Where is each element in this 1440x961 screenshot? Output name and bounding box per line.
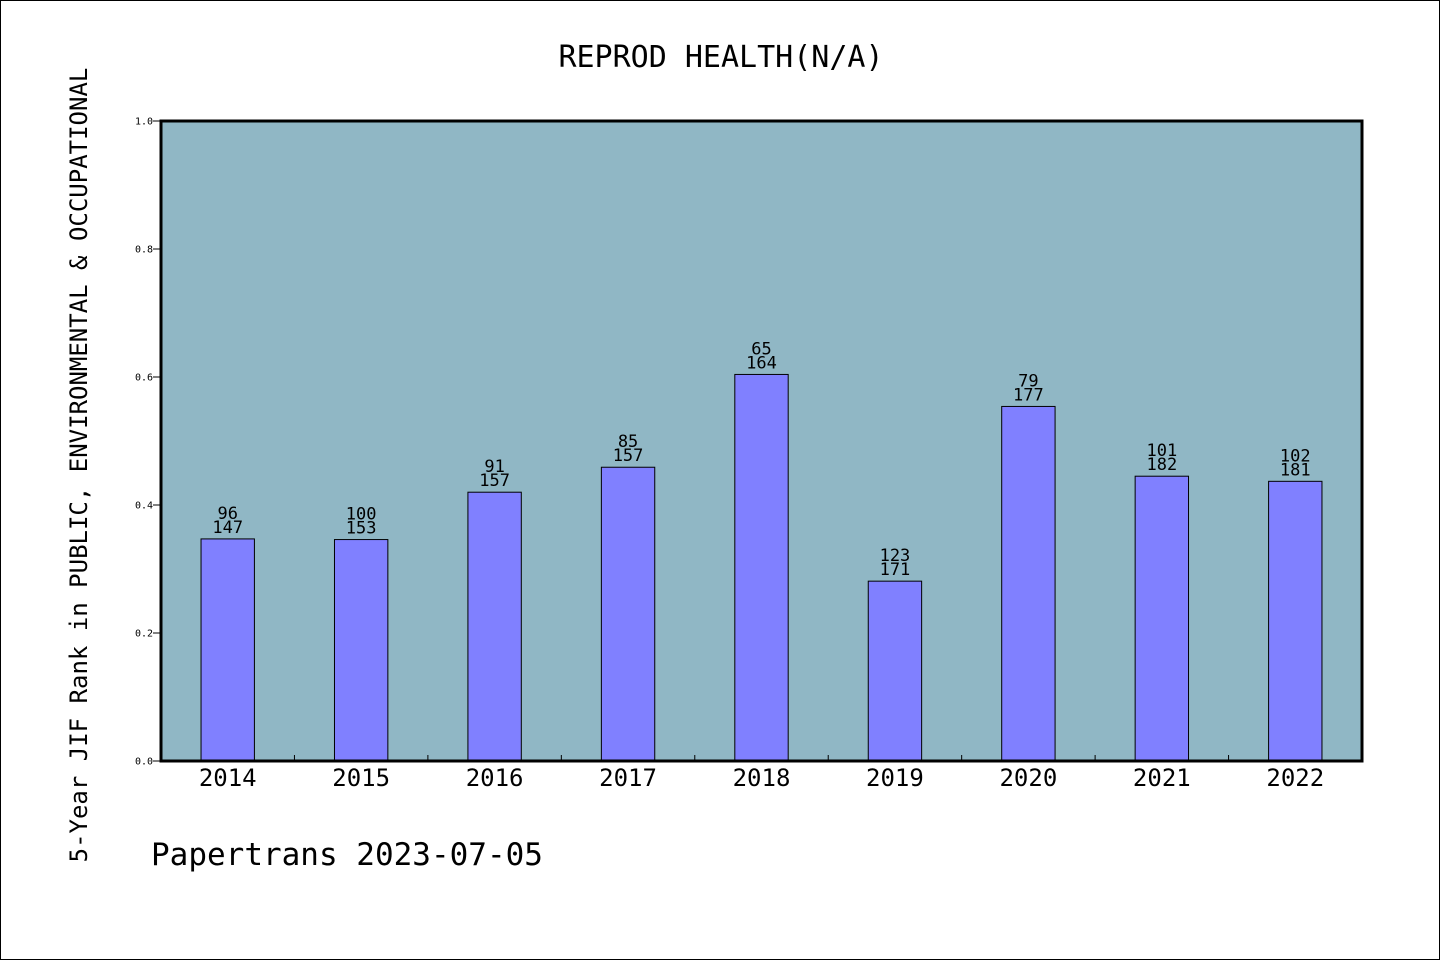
- bar-total-label: 157: [479, 471, 510, 491]
- bar-rank-label: 102: [1280, 446, 1311, 466]
- bar-total-label: 153: [346, 519, 377, 539]
- bar-2016: [467, 491, 522, 762]
- x-tick-label: 2020: [999, 764, 1057, 792]
- y-tick-label: 0.0: [135, 757, 153, 768]
- bar-total-label: 181: [1280, 460, 1311, 480]
- bar-rank-label: 100: [346, 505, 377, 525]
- y-tick-label: 1.0: [135, 117, 153, 128]
- x-tick-label: 2015: [332, 764, 390, 792]
- bar-total-label: 157: [613, 446, 644, 466]
- chart-marks: 0.00.20.40.60.81.09614720141001532015911…: [135, 117, 1324, 793]
- x-tick-label: 2018: [733, 764, 791, 792]
- bar-total-label: 177: [1013, 385, 1044, 405]
- bar-rank-label: 123: [880, 546, 911, 566]
- y-tick-label: 0.6: [135, 373, 153, 384]
- chart-title: REPROD HEALTH(N/A): [558, 40, 883, 75]
- x-tick-label: 2014: [199, 764, 257, 792]
- y-axis-label: 5-Year JIF Rank in PUBLIC, ENVIRONMENTAL…: [65, 68, 93, 863]
- bar-rank-label: 85: [618, 432, 638, 452]
- x-tick-label: 2019: [866, 764, 924, 792]
- bar-total-label: 164: [746, 353, 777, 373]
- bar-total-label: 147: [212, 518, 243, 538]
- bar-2020: [1001, 405, 1056, 762]
- x-tick-label: 2022: [1266, 764, 1324, 792]
- bar-rank-label: 101: [1146, 441, 1177, 461]
- plot-frame: [159, 119, 1364, 763]
- bar-2017: [600, 466, 656, 762]
- bar-2014: [200, 538, 255, 762]
- y-tick-label: 0.8: [135, 245, 153, 256]
- x-tick-label: 2016: [466, 764, 524, 792]
- bar-rank-label: 79: [1018, 371, 1038, 391]
- bar-total-label: 182: [1146, 455, 1177, 475]
- x-tick-label: 2021: [1133, 764, 1191, 792]
- bar-2019: [867, 580, 923, 762]
- bar-rank-label: 65: [751, 339, 771, 359]
- bar-rank-label: 96: [217, 504, 237, 524]
- y-tick-label: 0.4: [135, 501, 153, 512]
- bar-2022: [1268, 480, 1323, 762]
- footer-credit: Papertrans 2023-07-05: [151, 837, 543, 873]
- bar-2021: [1134, 475, 1190, 762]
- x-tick-label: 2017: [599, 764, 657, 792]
- bar-2018: [734, 373, 789, 762]
- bar-total-label: 171: [880, 560, 911, 580]
- bar-rank-label: 91: [484, 457, 504, 477]
- bar-2015: [333, 539, 389, 762]
- y-tick-label: 0.2: [135, 629, 153, 640]
